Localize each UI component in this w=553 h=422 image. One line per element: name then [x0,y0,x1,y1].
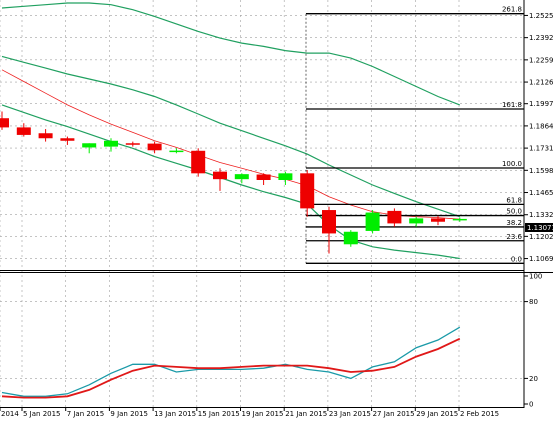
time-tick-label: 2 Feb 2015 [460,410,499,418]
price-tick-label: 1.19970 [529,100,553,108]
price-tick-label: 1.12025 [529,233,553,241]
fibonacci-label: 261.8 [502,6,522,14]
time-tick-label: 29 Jan 2015 [416,410,458,418]
time-tick-label: 13 Jan 2015 [154,410,196,418]
price-tick-label: 1.13320 [529,211,553,219]
fibonacci-label: 23.6 [506,233,522,241]
candle-body [343,231,358,245]
level-tick-label: 0 [529,401,533,409]
candle-body [191,150,206,174]
candle-body [38,133,53,139]
main-grid [0,0,524,407]
time-tick-label: 5 Jan 2015 [23,410,61,418]
level-tick-label: 100 [529,273,542,281]
bollinger-lower-line [1,104,460,260]
time-tick-label: 21 Jan 2015 [285,410,327,418]
oscillator-series-line [1,337,461,399]
time-tick-label: 15 Jan 2015 [198,410,240,418]
time-tick-label: 23 Jan 2015 [329,410,371,418]
candlesticks [0,111,467,254]
candle-body [147,143,162,151]
price-tick-label: 1.18640 [529,122,553,130]
candle-body [82,143,97,148]
bollinger-bands [1,2,461,260]
fibonacci-label: 100.0 [502,160,522,168]
candle-body [169,150,184,153]
current-price-label: 1.13071 [527,224,553,232]
oscillator-series-line [1,326,461,397]
candle-body [60,138,75,141]
fibonacci-label: 0.0 [511,255,522,263]
oscillator-axis-labels: 100 80 20 0 [524,273,542,409]
candle-body [300,173,315,209]
price-tick-label: 1.15980 [529,167,553,175]
candle-body [409,218,424,224]
price-tick-label: 1.21265 [529,79,553,87]
candle-body [234,174,249,180]
chart-axes [0,0,553,408]
fibonacci-levels: 261.8 161.8 100.0 61.8 50.0 38.2 23.6 0.0 [305,6,524,264]
price-axis-labels: 1.25255 1.23925 1.22595 1.21265 1.19970 1.186… [524,12,553,263]
level-tick-label: 20 [529,375,538,383]
fibonacci-label: 50.0 [506,208,522,216]
candle-body [125,143,140,145]
candle-body [256,174,271,180]
current-price-marker: 1.13071 [525,223,553,232]
price-tick-label: 1.10695 [529,255,553,263]
price-tick-label: 1.23925 [529,34,553,42]
time-axis-labels: 2014 5 Jan 2015 7 Jan 2015 9 Jan 2015 13 Jan… [0,408,499,418]
candle-body [431,218,445,222]
fibonacci-label: 161.8 [502,101,522,109]
time-tick-label: 9 Jan 2015 [110,410,148,418]
time-tick-label: 27 Jan 2015 [373,410,415,418]
candle-body [16,127,31,135]
fibonacci-label: 38.2 [506,219,522,227]
candle-body [365,212,380,231]
candle-body [104,140,118,147]
candle-body [213,171,227,180]
bollinger-middle-line [1,55,460,218]
bollinger-upper-line [1,2,461,106]
moving-average-line [1,69,460,220]
candle-body [452,218,467,221]
price-tick-label: 1.17310 [529,145,553,153]
candle-body [387,210,402,224]
price-tick-label: 1.14650 [529,189,553,197]
fibonacci-label: 61.8 [506,196,522,204]
candle-body [0,118,9,128]
candle-body [278,173,293,180]
price-tick-label: 1.25255 [529,12,553,20]
level-tick-label: 80 [529,298,538,306]
price-tick-label: 1.22595 [529,56,553,64]
candle-body [322,210,336,234]
oscillator-lines [1,326,461,399]
time-tick-label: 19 Jan 2015 [242,410,284,418]
lower-grid [0,301,524,379]
time-tick-label: 7 Jan 2015 [67,410,105,418]
time-tick-label: 2014 [1,410,19,418]
